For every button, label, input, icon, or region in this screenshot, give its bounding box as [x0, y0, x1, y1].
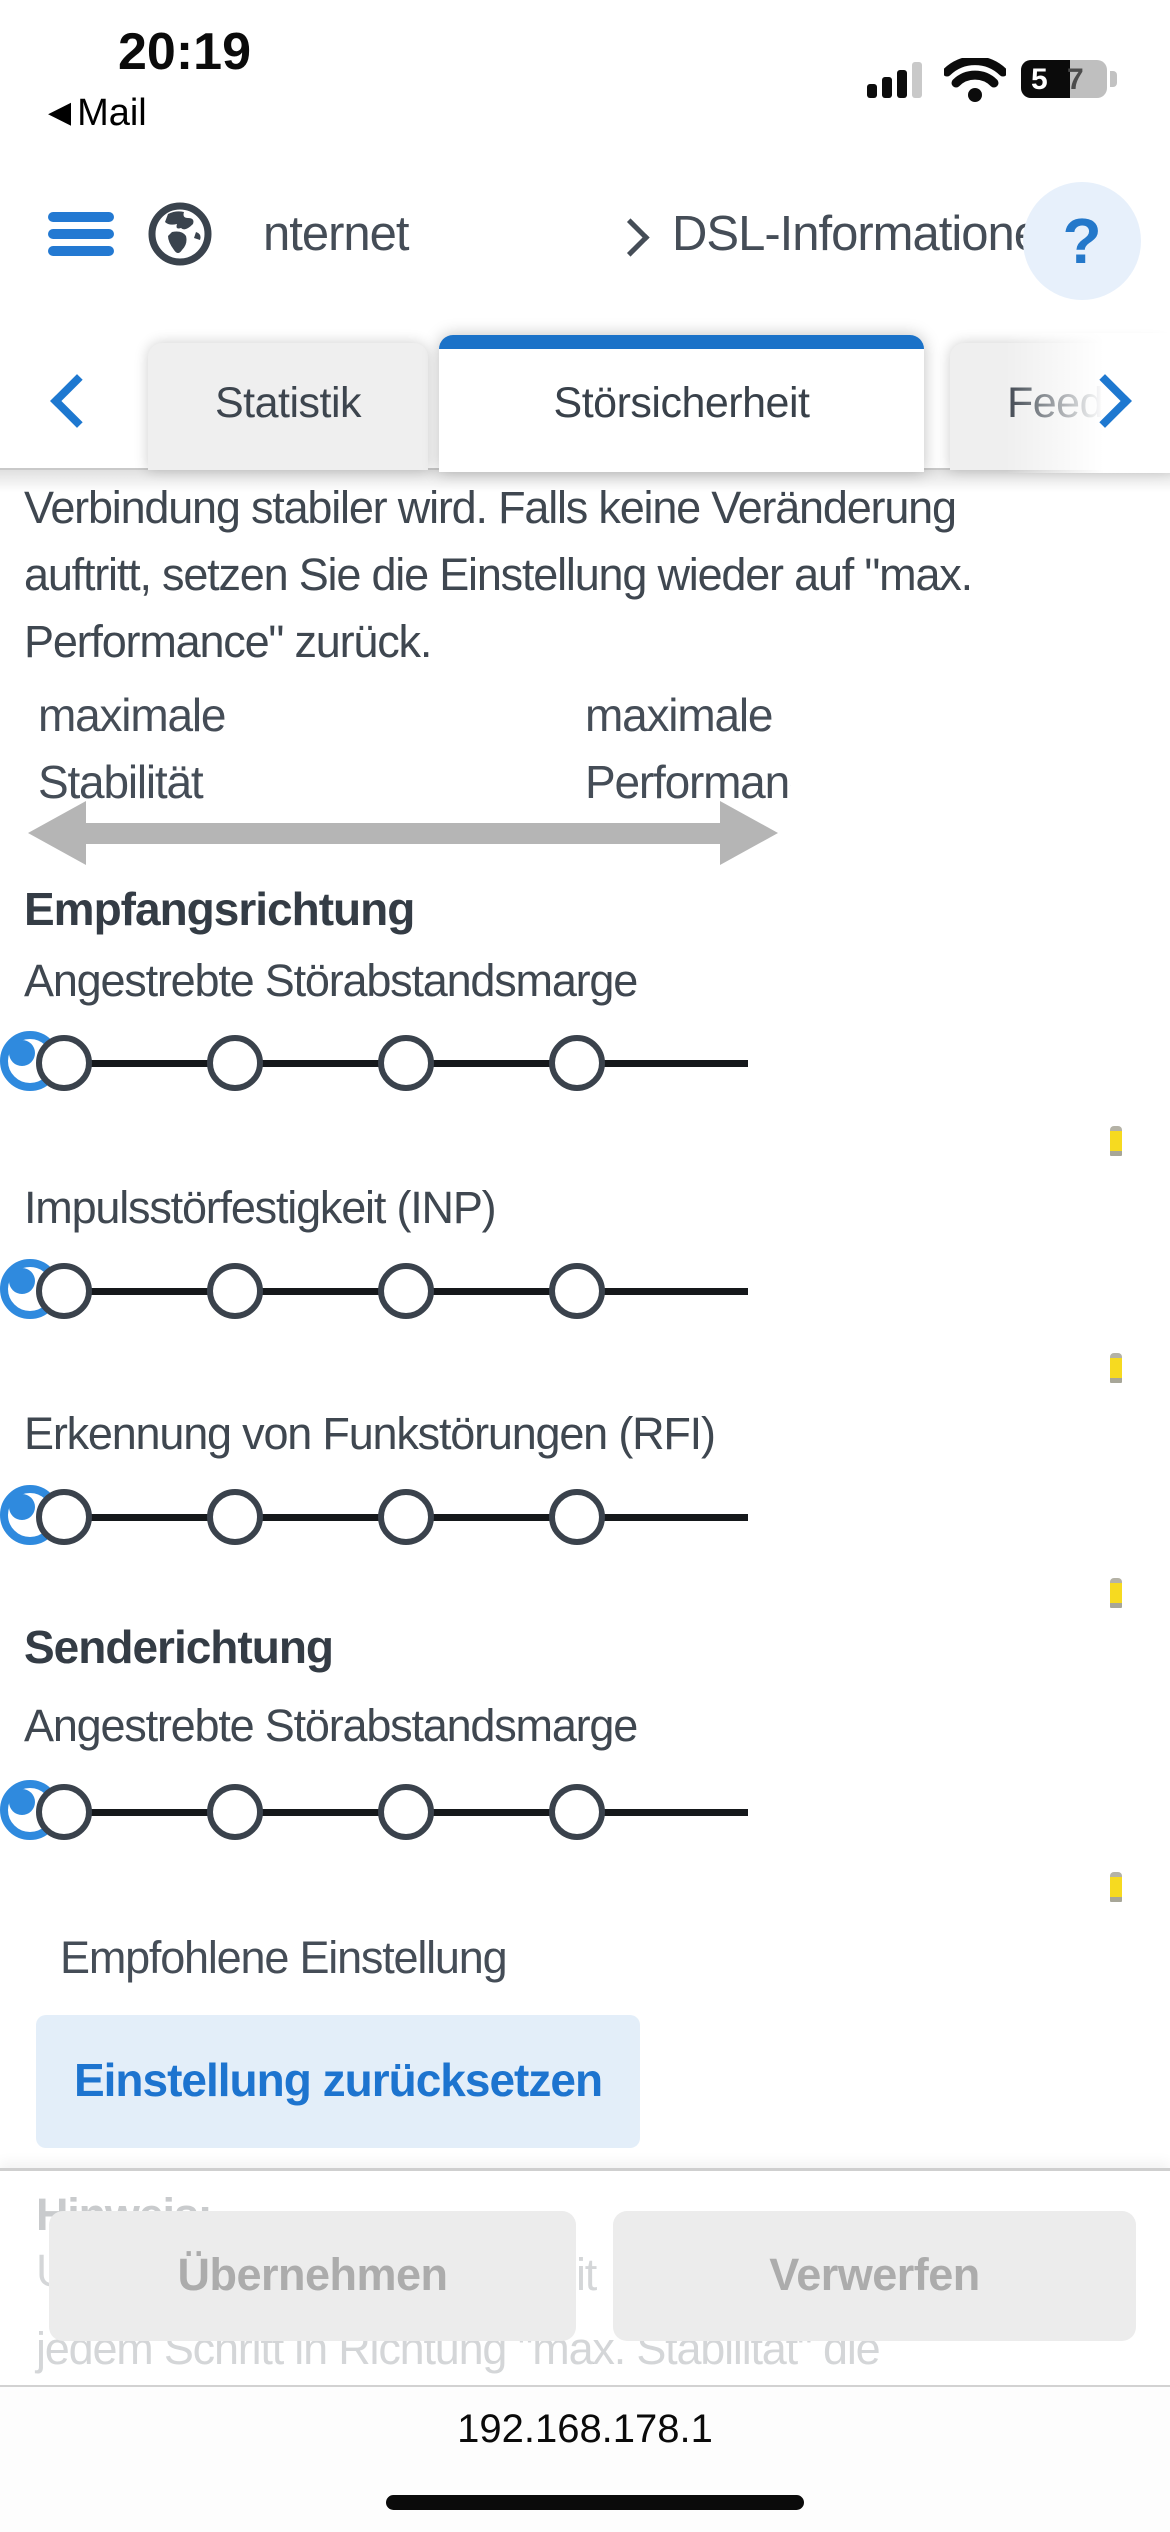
radio-step-3[interactable]	[378, 1784, 434, 1840]
radio-step-1[interactable]	[36, 1035, 92, 1091]
tab-stoersicherheit-active[interactable]: Störsicherheit	[439, 335, 924, 472]
scale-label-stability: maximale Stabilität	[38, 682, 226, 816]
home-indicator[interactable]	[386, 2495, 804, 2510]
breadcrumb-current: DSL-Informationen	[672, 207, 1067, 261]
radio-step-1[interactable]	[36, 1489, 92, 1545]
slider-label-rfi: Erkennung von Funkstörungen (RFI)	[24, 1408, 716, 1459]
scale-left-line1: maximale	[38, 689, 226, 741]
radio-step-2[interactable]	[207, 1784, 263, 1840]
battery-digit-filled: 5	[1031, 63, 1048, 96]
active-tab-accent-bar	[439, 335, 924, 349]
back-triangle-icon: ◀	[48, 96, 72, 129]
recommended-setting-label: Empfohlene Einstellung	[60, 1932, 508, 1983]
radio-step-1[interactable]	[36, 1263, 92, 1319]
discard-button-disabled[interactable]: Verwerfen	[613, 2211, 1136, 2341]
scale-arrowhead-left	[28, 801, 86, 865]
slider-stoerabstandsmarge-tx	[0, 1780, 1170, 1844]
scale-right-line2: Performance	[585, 756, 791, 808]
radio-step-2[interactable]	[207, 1035, 263, 1091]
radio-step-1[interactable]	[36, 1784, 92, 1840]
tabbar-right-fade	[1005, 333, 1170, 473]
radio-step-3[interactable]	[378, 1489, 434, 1545]
reset-setting-label: Einstellung zurücksetzen	[73, 2054, 603, 2106]
back-to-mail-link[interactable]: ◀ Mail	[48, 92, 147, 135]
scale-arrow	[84, 823, 722, 844]
safari-bottom-bar: 192.168.178.1	[0, 2385, 1170, 2532]
apply-button-disabled[interactable]: Übernehmen	[49, 2211, 576, 2341]
address-bar[interactable]: 192.168.178.1	[457, 2407, 713, 2451]
ghost-text-fragment: it	[576, 2249, 597, 2300]
battery-digit-empty: 7	[1067, 63, 1084, 96]
battery-icon: 5 7	[1021, 60, 1107, 98]
radio-step-3[interactable]	[378, 1035, 434, 1091]
recommended-marker-icon	[1110, 1353, 1122, 1383]
recommended-marker-icon	[1110, 1578, 1122, 1608]
section-title-senderichtung: Senderichtung	[24, 1621, 334, 1673]
radio-step-4[interactable]	[549, 1784, 605, 1840]
tabbar-scroll-shadow	[0, 470, 1170, 492]
slider-label-stoerabstandsmarge-tx: Angestrebte Störabstandsmarge	[24, 1700, 638, 1751]
slider-stoerabstandsmarge-rx	[0, 1031, 1170, 1095]
battery-cap	[1110, 71, 1117, 87]
cellular-signal-icon	[867, 60, 931, 98]
radio-step-2[interactable]	[207, 1489, 263, 1545]
reset-setting-button[interactable]: Einstellung zurücksetzen	[36, 2015, 640, 2148]
scale-left-line2: Stabilität	[38, 756, 204, 808]
tab-stoersicherheit-label: Störsicherheit	[553, 379, 810, 427]
slider-rfi	[0, 1485, 1170, 1549]
intro-paragraph: Verbindung stabiler wird. Falls keine Ve…	[24, 482, 973, 667]
tabs-scroll-left-icon[interactable]	[50, 374, 104, 428]
tab-statistik-label: Statistik	[214, 379, 362, 427]
radio-step-4[interactable]	[549, 1489, 605, 1545]
discard-button-label: Verwerfen	[769, 2249, 980, 2300]
radio-step-3[interactable]	[378, 1263, 434, 1319]
bottom-action-panel: Hinweis: U it jedem Schritt in Richtung …	[0, 2168, 1170, 2388]
radio-step-4[interactable]	[549, 1035, 605, 1091]
apply-button-label: Übernehmen	[177, 2249, 448, 2300]
status-time: 20:19	[118, 23, 251, 81]
wifi-icon	[944, 58, 1006, 102]
menu-hamburger-icon[interactable]	[48, 212, 114, 258]
scale-label-performance: maximale Performance	[585, 682, 791, 816]
slider-inp	[0, 1259, 1170, 1323]
tab-statistik[interactable]: Statistik	[148, 343, 428, 470]
section-title-empfangsrichtung: Empfangsrichtung	[24, 883, 415, 935]
battery-fill	[1021, 60, 1071, 98]
radio-step-2[interactable]	[207, 1263, 263, 1319]
recommended-marker-icon	[1110, 1872, 1122, 1902]
globe-icon	[148, 202, 212, 266]
recommended-marker-icon	[1110, 1126, 1122, 1156]
radio-step-4[interactable]	[549, 1263, 605, 1319]
slider-label-inp: Impulsstörfestigkeit (INP)	[24, 1182, 497, 1233]
back-app-label: Mail	[77, 92, 147, 134]
slider-label-stoerabstandsmarge-rx: Angestrebte Störabstandsmarge	[24, 955, 638, 1006]
breadcrumb-chevron-icon	[611, 218, 650, 257]
help-question-icon: ?	[1062, 205, 1102, 277]
scale-arrowhead-right	[720, 801, 778, 865]
help-button[interactable]: ?	[1023, 182, 1141, 300]
breadcrumb-parent[interactable]: nternet	[263, 207, 410, 261]
scale-right-line1: maximale	[585, 689, 773, 741]
